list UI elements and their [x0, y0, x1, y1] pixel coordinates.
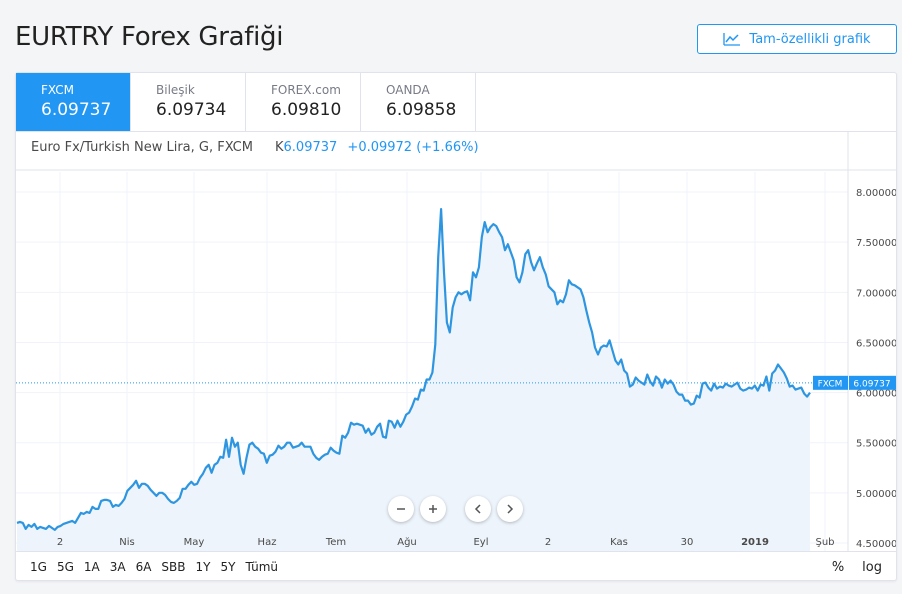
x-tick-label: 2 — [545, 537, 551, 548]
y-tick-label: 4.50000 — [856, 539, 896, 550]
full-chart-button[interactable]: Tam-özellikli grafik — [697, 24, 897, 54]
price-tag-value: 6.09737 — [853, 379, 890, 389]
x-tick-label: Haz — [258, 537, 277, 548]
percent-scale-toggle[interactable]: % — [831, 560, 845, 575]
source-tag-bg — [813, 375, 848, 390]
x-tick-label: Nis — [119, 537, 134, 548]
minus-icon — [397, 508, 405, 510]
range-5y[interactable]: 5Y — [220, 560, 236, 574]
range-all[interactable]: Tümü — [245, 560, 279, 574]
tab-value: 6.09737 — [41, 100, 112, 120]
tab-forex-com[interactable]: FOREX.com 6.09810 — [246, 73, 361, 131]
x-tick-label: Ağu — [397, 536, 417, 548]
tab-name: FOREX.com — [271, 83, 341, 97]
tab-name: OANDA — [386, 83, 430, 97]
range-3a[interactable]: 3A — [109, 560, 126, 574]
legend-symbol: Euro Fx/Turkish New Lira, G, FXCM — [31, 140, 253, 155]
chart-card: FXCM 6.09737 Bileşik 6.09734 FOREX.com 6… — [15, 72, 897, 581]
y-tick-label: 7.50000 — [856, 238, 896, 249]
zoom-in-button[interactable] — [420, 496, 446, 522]
legend-k-prefix: K — [274, 140, 284, 155]
tab-bilesik[interactable]: Bileşik 6.09734 — [131, 73, 246, 131]
chart-legend: Euro Fx/Turkish New Lira, G, FXCM K6.0973… — [31, 140, 479, 155]
chart-axes: 4.50000 5.00000 5.50000 6.00000 6.50000 7.000… — [16, 132, 896, 551]
full-chart-label: Tam-özellikli grafik — [749, 31, 871, 47]
scroll-left-button[interactable] — [465, 496, 491, 522]
range-selector: 1G 5G 1A 3A 6A SBB 1Y 5Y Tümü — [30, 560, 278, 574]
x-tick-label: 30 — [681, 537, 694, 548]
legend-k-value: 6.09737 — [283, 140, 338, 155]
price-chart[interactable]: 4.50000 5.00000 5.50000 6.00000 6.50000 7.000… — [16, 132, 896, 551]
scroll-right-button[interactable] — [497, 496, 523, 522]
source-tag-label: FXCM — [818, 379, 843, 389]
price-series-line — [16, 208, 811, 531]
tab-name: FXCM — [41, 83, 74, 97]
chart-area — [16, 208, 811, 551]
y-tick-label: 5.00000 — [856, 489, 896, 500]
x-tick-label: 2 — [57, 537, 63, 548]
x-tick-label: Kas — [610, 537, 628, 548]
tab-value: 6.09810 — [271, 100, 342, 120]
range-1y[interactable]: 1Y — [195, 560, 211, 574]
tab-fxcm[interactable]: FXCM 6.09737 — [16, 73, 131, 131]
tab-value: 6.09734 — [156, 100, 227, 120]
chart-line-icon — [723, 33, 741, 46]
x-tick-label: May — [184, 537, 205, 548]
y-tick-label: 6.00000 — [856, 389, 896, 400]
page-title: EURTRY Forex Grafiği — [15, 22, 284, 52]
range-6a[interactable]: 6A — [135, 560, 152, 574]
price-tag-bg — [849, 375, 896, 390]
tab-name: Bileşik — [156, 83, 195, 97]
x-tick-label: Eyl — [473, 537, 488, 548]
range-5g[interactable]: 5G — [56, 560, 74, 574]
x-tick-label: Tem — [325, 537, 346, 548]
tabs-divider — [16, 131, 896, 132]
plus-icon — [429, 505, 437, 513]
x-tick-label: 2019 — [741, 537, 769, 548]
y-tick-label: 6.50000 — [856, 338, 896, 349]
source-tabs: FXCM 6.09737 Bileşik 6.09734 FOREX.com 6… — [16, 73, 476, 131]
y-tick-label: 5.50000 — [856, 439, 896, 450]
bottom-toolbar: 1G 5G 1A 3A 6A SBB 1Y 5Y Tümü % log — [16, 551, 896, 581]
range-1a[interactable]: 1A — [83, 560, 100, 574]
y-tick-label: 7.00000 — [856, 288, 896, 299]
area-fill — [17, 209, 810, 551]
chevron-left-icon — [474, 504, 481, 514]
y-tick-label: 8.00000 — [856, 188, 896, 199]
range-sbb[interactable]: SBB — [161, 560, 186, 574]
scale-options: % log — [832, 560, 882, 575]
legend-change: +0.09972 (+1.66%) — [347, 140, 479, 155]
x-tick-label: Şub — [815, 537, 834, 548]
tab-value: 6.09858 — [386, 100, 457, 120]
chevron-right-icon — [507, 504, 514, 514]
range-1g[interactable]: 1G — [30, 560, 47, 574]
log-scale-toggle[interactable]: log — [862, 560, 882, 575]
zoom-out-button[interactable] — [388, 496, 414, 522]
tab-oanda[interactable]: OANDA 6.09858 — [361, 73, 476, 131]
